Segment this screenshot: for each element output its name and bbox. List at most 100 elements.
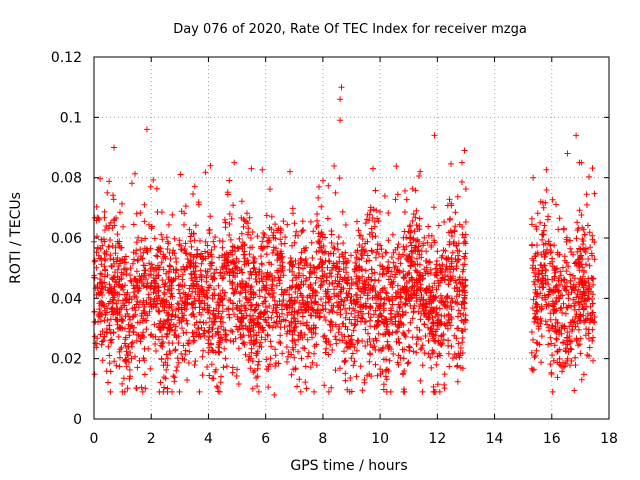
roti-point	[578, 212, 585, 218]
roti-point	[429, 314, 436, 321]
roti-point	[138, 384, 145, 391]
roti-point	[150, 285, 157, 292]
roti-point	[421, 321, 428, 327]
roti-point	[213, 383, 220, 390]
roti-point	[238, 303, 245, 310]
x-tick-label: 0	[90, 431, 99, 447]
roti-point	[535, 268, 542, 274]
roti-point	[135, 285, 142, 292]
roti-point	[544, 321, 551, 328]
roti-point	[229, 328, 236, 335]
roti-point	[167, 327, 174, 334]
roti-point	[338, 251, 345, 258]
roti-point	[528, 329, 535, 335]
roti-point	[462, 312, 469, 319]
roti-point	[203, 278, 210, 285]
roti-point	[587, 303, 594, 310]
roti-point	[389, 320, 395, 327]
roti-point	[344, 280, 351, 287]
roti-point	[354, 283, 361, 289]
roti-point	[191, 237, 198, 244]
roti-point	[150, 176, 157, 183]
roti-point	[293, 228, 300, 235]
roti-point	[315, 222, 322, 229]
roti-point	[584, 310, 591, 317]
roti-point	[580, 371, 587, 378]
roti-point	[179, 276, 186, 283]
roti-point	[127, 277, 134, 284]
roti-point	[166, 268, 173, 274]
roti-point	[294, 309, 301, 316]
roti-point	[448, 316, 455, 322]
roti-point	[107, 330, 114, 337]
roti-point	[299, 297, 306, 304]
roti-point	[460, 266, 467, 273]
roti-point	[102, 307, 108, 314]
roti-point	[140, 282, 147, 289]
roti-point	[266, 303, 273, 309]
roti-point	[567, 283, 574, 290]
roti-point	[190, 300, 197, 307]
roti-point	[563, 287, 570, 294]
roti-point	[96, 313, 103, 320]
roti-point	[202, 169, 209, 176]
roti-point	[191, 322, 198, 328]
roti-point	[387, 273, 394, 280]
roti-point	[539, 267, 546, 274]
roti-point	[561, 253, 568, 260]
roti-point	[200, 291, 207, 298]
roti-point	[455, 313, 461, 320]
roti-point	[413, 341, 420, 347]
roti-point	[258, 260, 265, 267]
roti-point	[321, 314, 328, 320]
roti-point	[391, 274, 398, 281]
roti-point	[164, 309, 170, 316]
roti-point	[94, 285, 101, 291]
roti-point	[397, 286, 404, 293]
roti-point	[250, 290, 257, 297]
roti-point	[462, 219, 469, 225]
roti-point	[461, 300, 468, 307]
roti-point	[166, 340, 172, 346]
roti-point	[158, 231, 165, 238]
roti-point	[586, 229, 593, 236]
roti-point	[533, 307, 540, 314]
roti-point	[319, 302, 326, 309]
roti-point	[330, 264, 336, 271]
roti-point	[133, 385, 140, 391]
roti-point	[128, 278, 135, 285]
roti-point	[259, 327, 266, 333]
roti-point	[352, 249, 359, 256]
roti-point	[563, 279, 570, 286]
roti-point	[276, 277, 283, 284]
roti-point	[143, 326, 150, 333]
roti-point	[410, 309, 417, 316]
roti-point	[385, 237, 392, 244]
roti-point	[98, 271, 105, 278]
roti-point	[238, 315, 245, 321]
roti-point	[107, 219, 114, 226]
roti-point	[108, 263, 115, 270]
roti-point	[380, 381, 387, 388]
roti-point	[400, 268, 407, 275]
roti-point	[134, 257, 141, 264]
roti-point	[423, 264, 430, 271]
roti-point	[117, 209, 123, 216]
roti-point	[409, 315, 416, 322]
roti-point	[249, 385, 256, 392]
roti-point	[297, 255, 304, 262]
roti-point	[260, 244, 267, 251]
roti-point	[418, 345, 425, 351]
roti-point	[352, 259, 359, 266]
roti-point	[435, 277, 441, 284]
roti-point	[210, 375, 217, 382]
roti-point	[284, 221, 291, 228]
roti-point	[535, 325, 542, 332]
roti-point	[279, 310, 285, 317]
roti-point	[454, 193, 461, 200]
roti-point	[399, 312, 406, 319]
roti-point	[155, 336, 162, 343]
roti-point	[182, 240, 189, 247]
roti-point	[108, 305, 115, 312]
roti-point	[554, 374, 561, 381]
